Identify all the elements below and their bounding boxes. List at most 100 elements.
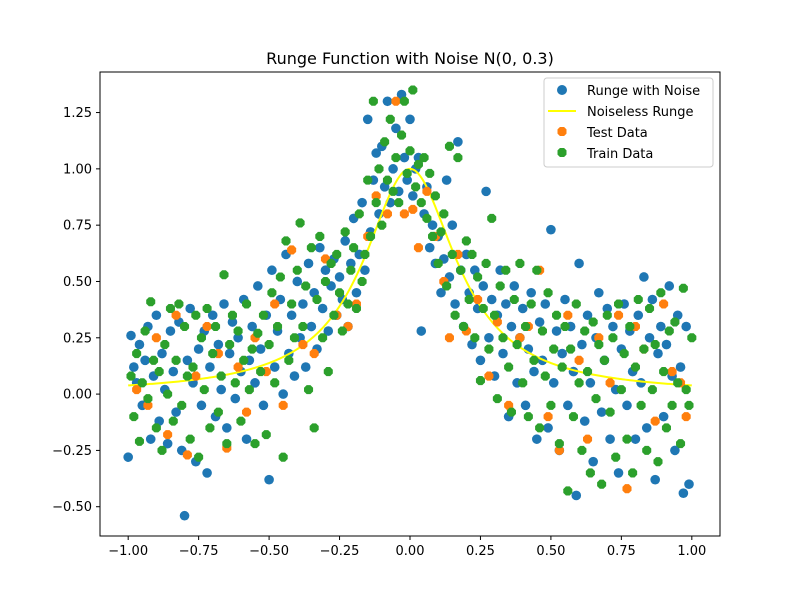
point-train-data	[566, 344, 576, 354]
point-train-data	[402, 168, 412, 178]
point-train-data	[653, 457, 663, 467]
point-train-data	[337, 326, 347, 336]
series-train-data	[126, 85, 697, 496]
point-runge-with-noise	[219, 299, 229, 309]
point-train-data	[191, 310, 201, 320]
point-train-data	[408, 85, 418, 95]
point-runge-with-noise	[475, 355, 486, 366]
point-test-data	[681, 412, 691, 422]
point-runge-with-noise	[157, 348, 167, 359]
point-train-data	[250, 439, 260, 449]
point-train-data	[236, 416, 246, 426]
point-train-data	[588, 317, 598, 327]
point-runge-with-noise	[579, 416, 590, 426]
point-runge-with-noise	[230, 393, 241, 404]
point-train-data	[168, 416, 178, 426]
point-train-data	[560, 322, 570, 332]
point-train-data	[687, 333, 697, 343]
point-train-data	[140, 326, 150, 336]
point-runge-with-noise	[585, 378, 596, 388]
point-train-data	[267, 288, 277, 298]
point-test-data	[287, 245, 297, 255]
point-runge-with-noise	[258, 400, 269, 411]
y-tick-label: 1.00	[63, 162, 92, 177]
point-runge-with-noise	[179, 510, 190, 521]
point-train-data	[287, 299, 297, 309]
point-train-data	[619, 349, 629, 359]
point-train-data	[659, 367, 669, 377]
point-train-data	[306, 243, 316, 253]
point-runge-with-noise	[588, 456, 598, 467]
point-runge-with-noise	[267, 265, 277, 276]
x-tick-label: −1.00	[108, 544, 148, 559]
point-test-data	[132, 385, 142, 395]
point-train-data	[202, 303, 212, 314]
point-train-data	[366, 231, 376, 241]
point-runge-with-noise	[171, 407, 181, 417]
point-train-data	[501, 265, 511, 275]
point-train-data	[439, 209, 449, 219]
point-test-data	[667, 367, 677, 377]
point-train-data	[571, 299, 581, 309]
point-runge-with-noise	[481, 186, 491, 197]
point-train-data	[430, 191, 440, 201]
point-train-data	[397, 130, 407, 140]
point-train-data	[574, 378, 584, 388]
point-train-data	[433, 258, 443, 268]
point-train-data	[554, 439, 564, 449]
point-test-data	[171, 310, 181, 320]
point-train-data	[357, 276, 367, 286]
point-train-data	[196, 333, 206, 343]
point-train-data	[461, 236, 471, 246]
point-test-data	[594, 333, 604, 343]
point-train-data	[363, 175, 373, 185]
point-train-data	[532, 265, 542, 275]
point-train-data	[399, 96, 409, 106]
point-train-data	[681, 385, 691, 395]
point-runge-with-noise	[678, 488, 689, 499]
point-train-data	[597, 479, 607, 489]
point-train-data	[177, 400, 187, 410]
y-tick-label: −0.25	[52, 444, 92, 459]
point-train-data	[523, 412, 533, 422]
point-test-data	[554, 445, 564, 455]
point-test-data	[444, 333, 454, 343]
point-train-data	[213, 407, 223, 417]
point-train-data	[281, 236, 291, 246]
point-runge-with-noise	[529, 366, 539, 377]
point-runge-with-noise	[501, 299, 511, 309]
point-runge-with-noise	[278, 389, 288, 399]
point-runge-with-noise	[129, 362, 139, 372]
point-runge-with-noise	[560, 294, 570, 305]
point-test-data	[583, 434, 593, 444]
point-runge-with-noise	[641, 423, 652, 433]
point-train-data	[323, 367, 333, 377]
point-runge-with-noise	[134, 339, 145, 350]
point-test-data	[242, 407, 252, 417]
point-train-data	[568, 412, 578, 422]
point-train-data	[540, 371, 550, 381]
point-runge-with-noise	[315, 242, 325, 253]
point-runge-with-noise	[436, 287, 446, 298]
y-tick-label: 0.00	[63, 388, 92, 403]
point-train-data	[211, 322, 221, 332]
point-runge-with-noise	[391, 123, 401, 134]
point-train-data	[478, 303, 488, 314]
point-train-data	[549, 344, 559, 354]
point-runge-with-noise	[681, 321, 691, 332]
point-test-data	[399, 209, 409, 219]
point-test-data	[270, 299, 280, 309]
point-runge-with-noise	[408, 191, 418, 201]
point-train-data	[628, 468, 638, 478]
point-train-data	[456, 265, 466, 275]
x-tick-label: −0.50	[249, 544, 289, 559]
point-runge-with-noise	[563, 400, 573, 411]
point-train-data	[188, 362, 198, 372]
point-train-data	[222, 439, 232, 449]
point-runge-with-noise	[388, 164, 398, 174]
point-runge-with-noise	[193, 344, 204, 354]
x-tick-label: 0.25	[466, 544, 495, 559]
point-train-data	[684, 400, 694, 410]
point-train-data	[137, 378, 147, 388]
point-train-data	[256, 367, 266, 377]
